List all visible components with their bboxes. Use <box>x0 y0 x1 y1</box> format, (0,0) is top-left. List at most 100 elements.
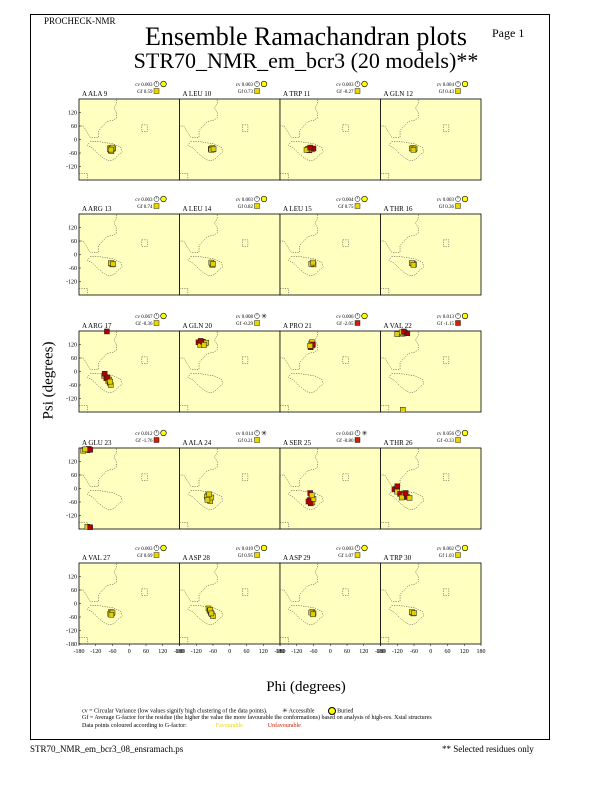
panel-cv-value: cv 0.003 <box>135 83 153 88</box>
data-point <box>310 259 316 266</box>
footer-filename: STR70_NMR_em_bcr3_08_ensramach.ps <box>30 744 184 754</box>
y-tick-label: 60 <box>71 588 77 594</box>
gf-colour-swatch <box>455 203 461 209</box>
buried-icon <box>361 312 368 320</box>
panel-cv-value: cv 0.002 <box>437 547 455 552</box>
buried-icon <box>260 80 268 88</box>
y-tick-label: 0 <box>74 253 77 259</box>
legend-unfavourable: Unfavourable <box>267 723 301 729</box>
panel-gf-value: Gf 0.43 <box>439 90 455 95</box>
panel-gf-value: Gf 1.07 <box>338 554 354 559</box>
data-point <box>210 261 216 267</box>
x-tick-label: 60 <box>445 649 451 655</box>
y-axis-title: Psi (degrees) <box>40 341 57 420</box>
panel-frame <box>380 213 482 296</box>
allowed-region-outline <box>342 473 349 481</box>
x-tick-label: 60 <box>143 649 149 655</box>
x-tick-label: -180 <box>74 649 85 655</box>
data-point <box>309 492 315 498</box>
buried-icon <box>160 80 167 88</box>
data-point <box>87 524 93 530</box>
allowed-region-outline <box>187 141 224 162</box>
allowed-region-outline <box>179 288 189 296</box>
allowed-region-outline <box>141 473 148 481</box>
legend-favourable: Favourable <box>215 723 243 729</box>
allowed-region-outline <box>242 588 249 596</box>
y-tick-label: -180 <box>66 642 77 648</box>
y-tick-label: 0 <box>74 138 77 144</box>
gf-colour-swatch <box>254 552 260 558</box>
buried-icon <box>461 312 469 320</box>
allowed-region-outline <box>279 288 289 296</box>
allowed-region-outline <box>287 490 324 511</box>
data-point <box>410 262 417 268</box>
data-point <box>101 371 108 377</box>
panel-cv-value: cv 0.006 <box>336 315 354 320</box>
panel-cv-value: cv 0.003 <box>336 547 354 552</box>
panel-residue-label: A ARG 17 <box>82 322 112 330</box>
panel-cv-value: cv 0.004 <box>437 83 455 88</box>
data-point <box>310 611 316 618</box>
allowed-region-outline <box>287 141 324 162</box>
panel-gf-value: Gf 1.03 <box>439 554 455 559</box>
allowed-region-outline <box>388 605 425 626</box>
x-tick-label: 0 <box>128 649 131 655</box>
gf-colour-swatch <box>254 203 260 209</box>
gf-colour-swatch <box>254 88 260 94</box>
y-tick-label: 120 <box>68 226 77 232</box>
data-point <box>411 610 417 616</box>
allowed-region-outline <box>342 356 349 364</box>
allowed-region-outline <box>78 637 88 645</box>
panel-cv-value: cv 0.043 <box>336 432 354 437</box>
allowed-region-outline <box>388 373 425 394</box>
panel-frame <box>279 562 381 645</box>
panel-cv-value: cv 0.003 <box>236 198 254 203</box>
gf-colour-swatch <box>153 320 160 326</box>
gf-colour-swatch <box>254 320 260 326</box>
panel-frame <box>78 213 180 296</box>
page-frame <box>30 14 550 740</box>
panel-residue-label: A SER 25 <box>283 439 312 447</box>
y-tick-label: -60 <box>69 383 77 389</box>
allowed-region-outline <box>179 637 189 645</box>
buried-icon <box>160 544 167 552</box>
y-tick-label: -60 <box>69 266 77 272</box>
panel-residue-label: A GLU 23 <box>82 439 112 447</box>
panel-gf-value: Gf -1.15 <box>437 322 454 327</box>
panel-residue-label: A LEU 14 <box>183 205 212 213</box>
legend-accessible: Accessible <box>288 708 315 715</box>
panel-cv-value: cv 0.014 <box>236 432 254 437</box>
panel-frame <box>279 330 381 413</box>
buried-icon <box>461 80 469 88</box>
panel-gf-value: Gf 0.74 <box>137 205 153 210</box>
panel-cv-value: cv 0.004 <box>336 198 354 203</box>
y-tick-label: 0 <box>74 487 77 493</box>
allowed-region-outline <box>380 637 390 645</box>
gf-colour-swatch <box>153 203 160 209</box>
panel-cv-value: cv 0.008 <box>236 315 254 320</box>
x-tick-label: 120 <box>359 649 368 655</box>
data-point <box>108 612 115 618</box>
allowed-region-outline <box>141 588 148 596</box>
allowed-region-outline <box>86 256 123 277</box>
x-tick-label: -120 <box>191 649 202 655</box>
data-point <box>305 498 312 505</box>
x-tick-label: 60 <box>244 649 250 655</box>
data-point <box>82 446 88 453</box>
panel-cv-value: cv 0.056 <box>437 432 455 437</box>
panel-frame <box>380 562 482 645</box>
allowed-region-outline <box>388 256 425 277</box>
buried-icon <box>461 544 469 552</box>
allowed-region-outline <box>242 356 249 364</box>
panel-frame <box>78 562 180 645</box>
allowed-region-outline <box>279 522 289 530</box>
data-point <box>401 328 407 335</box>
buried-icon <box>461 195 469 203</box>
y-tick-label: -60 <box>69 500 77 506</box>
x-tick-label: -60 <box>310 649 318 655</box>
data-point <box>400 407 406 413</box>
data-point <box>87 447 93 453</box>
panel-gf-value: Gf -0.29 <box>236 322 253 327</box>
panel-residue-label: A TRP 11 <box>283 90 311 98</box>
panel-residue-label: A ASP 29 <box>283 554 311 562</box>
